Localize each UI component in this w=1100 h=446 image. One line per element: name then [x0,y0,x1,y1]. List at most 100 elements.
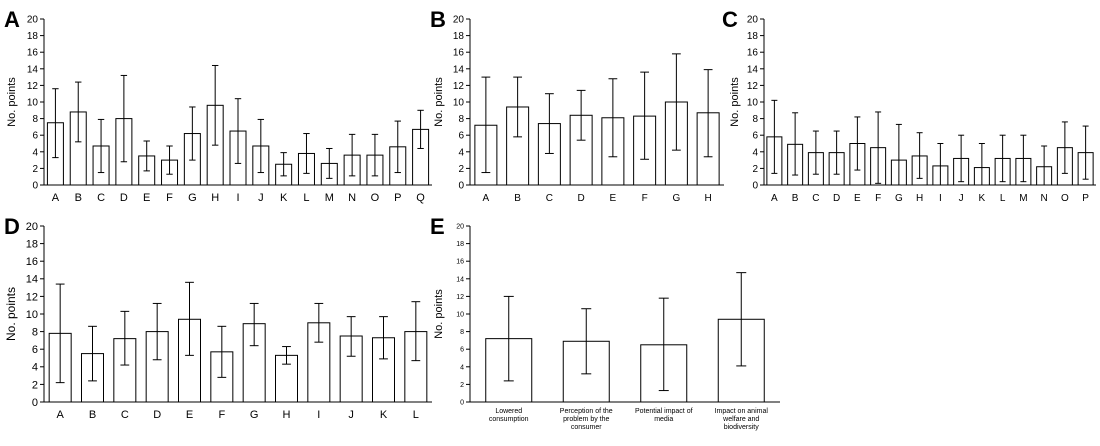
y-tick-label: 0 [752,181,758,192]
y-tick-label: 14 [27,64,39,75]
x-tick-label: P [1082,193,1089,204]
panel-c: C 0 2 4 6 8 10 12 14 16 18 20 No. points A B C D E F G H I J K… [718,0,1100,215]
y-tick-label: 18 [453,31,465,42]
panel-letter: C [722,7,738,32]
x-tick-label: E [143,192,150,204]
x-tick-label: D [153,409,161,421]
x-tick-label: A [483,193,490,204]
y-tick-label: 0 [32,397,38,409]
y-tick-label: 16 [453,48,465,59]
x-tick-label: N [1041,193,1048,204]
y-tick-label: 20 [26,221,38,233]
x-tick-label: A [52,192,60,204]
y-tick-label: 8 [32,114,38,125]
y-tick-label: 20 [453,15,465,26]
y-tick-label: 8 [460,329,464,336]
x-tick-label: G [188,192,197,204]
y-tick-label: 4 [32,147,38,158]
y-tick-label: 6 [32,131,38,142]
y-axis-title: No. points [6,77,18,127]
x-tick-label: L [1000,193,1006,204]
y-tick-label: 10 [747,98,759,109]
x-tick-label: B [792,193,799,204]
y-axis-title: No. points [4,287,18,341]
x-tick-label: F [218,409,225,421]
y-tick-label: 4 [460,364,464,371]
y-axis-title: No. points [433,77,445,127]
y-tick-label: 12 [27,81,39,92]
x-tick-label: C [121,409,129,421]
x-tick-label: O [1061,193,1069,204]
bar-chart-c: 0 2 4 6 8 10 12 14 16 18 20 No. points A B C D E F G H I J K L M… [729,15,1096,204]
y-tick-label: 0 [32,181,38,192]
y-axis-title: No. points [433,289,445,339]
bar-chart-e: 0 2 4 6 8 10 12 14 16 18 20 No. points Lowered consum… [433,223,780,431]
y-tick-label: 14 [453,64,465,75]
y-tick-label: 16 [27,48,39,59]
y-tick-label: 12 [453,81,465,92]
panel-a: A 0 2 4 6 8 10 12 14 16 18 20 No. points A B C D E F G H I J K… [0,0,440,215]
x-tick-label: B [75,192,82,204]
x-tick-label: Q [416,192,425,204]
x-tick-label: N [348,192,356,204]
x-tick-label: J [348,409,354,421]
x-tick-label: H [705,193,712,204]
bar-chart-d: 0 2 4 6 8 10 12 14 16 18 20 No. points A B C D E F G H I J K L [4,221,432,421]
panel-letter: E [430,214,445,239]
x-tick-label: P [394,192,401,204]
y-tick-label: 4 [458,147,464,158]
y-tick-label: 14 [747,64,759,75]
x-tick-label: C [812,193,819,204]
bar-chart-b: 0 2 4 6 8 10 12 14 16 18 20 No. points A B C D E F G H [433,15,724,204]
y-tick-label: 0 [460,399,464,406]
y-tick-label: 0 [458,181,464,192]
x-tick-label: L [413,409,419,421]
x-tick-label: A [771,193,778,204]
panel-letter: D [4,214,20,239]
x-tick-label: F [875,193,881,204]
x-tick-label: B [89,409,96,421]
y-tick-label: 8 [32,326,38,338]
x-tick-label: B [514,193,521,204]
x-tick-label: E [610,193,617,204]
y-tick-label: 14 [456,276,464,283]
panel-b: B 0 2 4 6 8 10 12 14 16 18 20 No. points A B C D E F G H [428,0,728,215]
y-tick-label: 12 [26,291,38,303]
x-tick-label: E [186,409,193,421]
x-tick-label: K [979,193,986,204]
x-tick-label: C [97,192,105,204]
x-tick-label: D [833,193,840,204]
x-tick-label: M [325,192,334,204]
y-tick-label: 6 [458,131,464,142]
x-tick-label: Potential impact of media [635,408,693,423]
y-tick-label: 8 [752,114,758,125]
y-tick-label: 2 [32,379,38,391]
x-tick-label: H [211,192,219,204]
y-tick-label: 18 [747,31,759,42]
x-tick-label: D [578,193,585,204]
y-tick-label: 8 [458,114,464,125]
y-tick-label: 2 [458,164,464,175]
x-tick-label: Lowered consumption [489,408,529,423]
x-tick-label: F [642,193,648,204]
y-tick-label: 12 [747,81,759,92]
y-tick-label: 16 [26,256,38,268]
x-tick-label: Impact on animal welfare and biodiversity [715,408,769,431]
y-tick-label: 18 [26,238,38,250]
y-tick-label: 16 [747,48,759,59]
x-tick-label: K [280,192,288,204]
y-tick-label: 2 [460,382,464,389]
y-axis-title: No. points [729,77,741,127]
y-tick-label: 2 [752,164,758,175]
x-tick-label: H [283,409,291,421]
y-tick-label: 18 [27,31,39,42]
x-tick-label: K [380,409,388,421]
panel-letter: B [430,7,446,32]
y-tick-label: 10 [26,309,38,321]
x-tick-label: E [854,193,861,204]
y-tick-label: 4 [32,362,38,374]
x-tick-label: G [672,193,680,204]
panel-d: D 0 2 4 6 8 10 12 14 16 18 20 No. points A B C D E F G H I J K… [0,212,440,446]
bar-chart-a: 0 2 4 6 8 10 12 14 16 18 20 No. points A B C D E F G H I J K L M… [6,15,432,204]
x-tick-label: O [371,192,380,204]
